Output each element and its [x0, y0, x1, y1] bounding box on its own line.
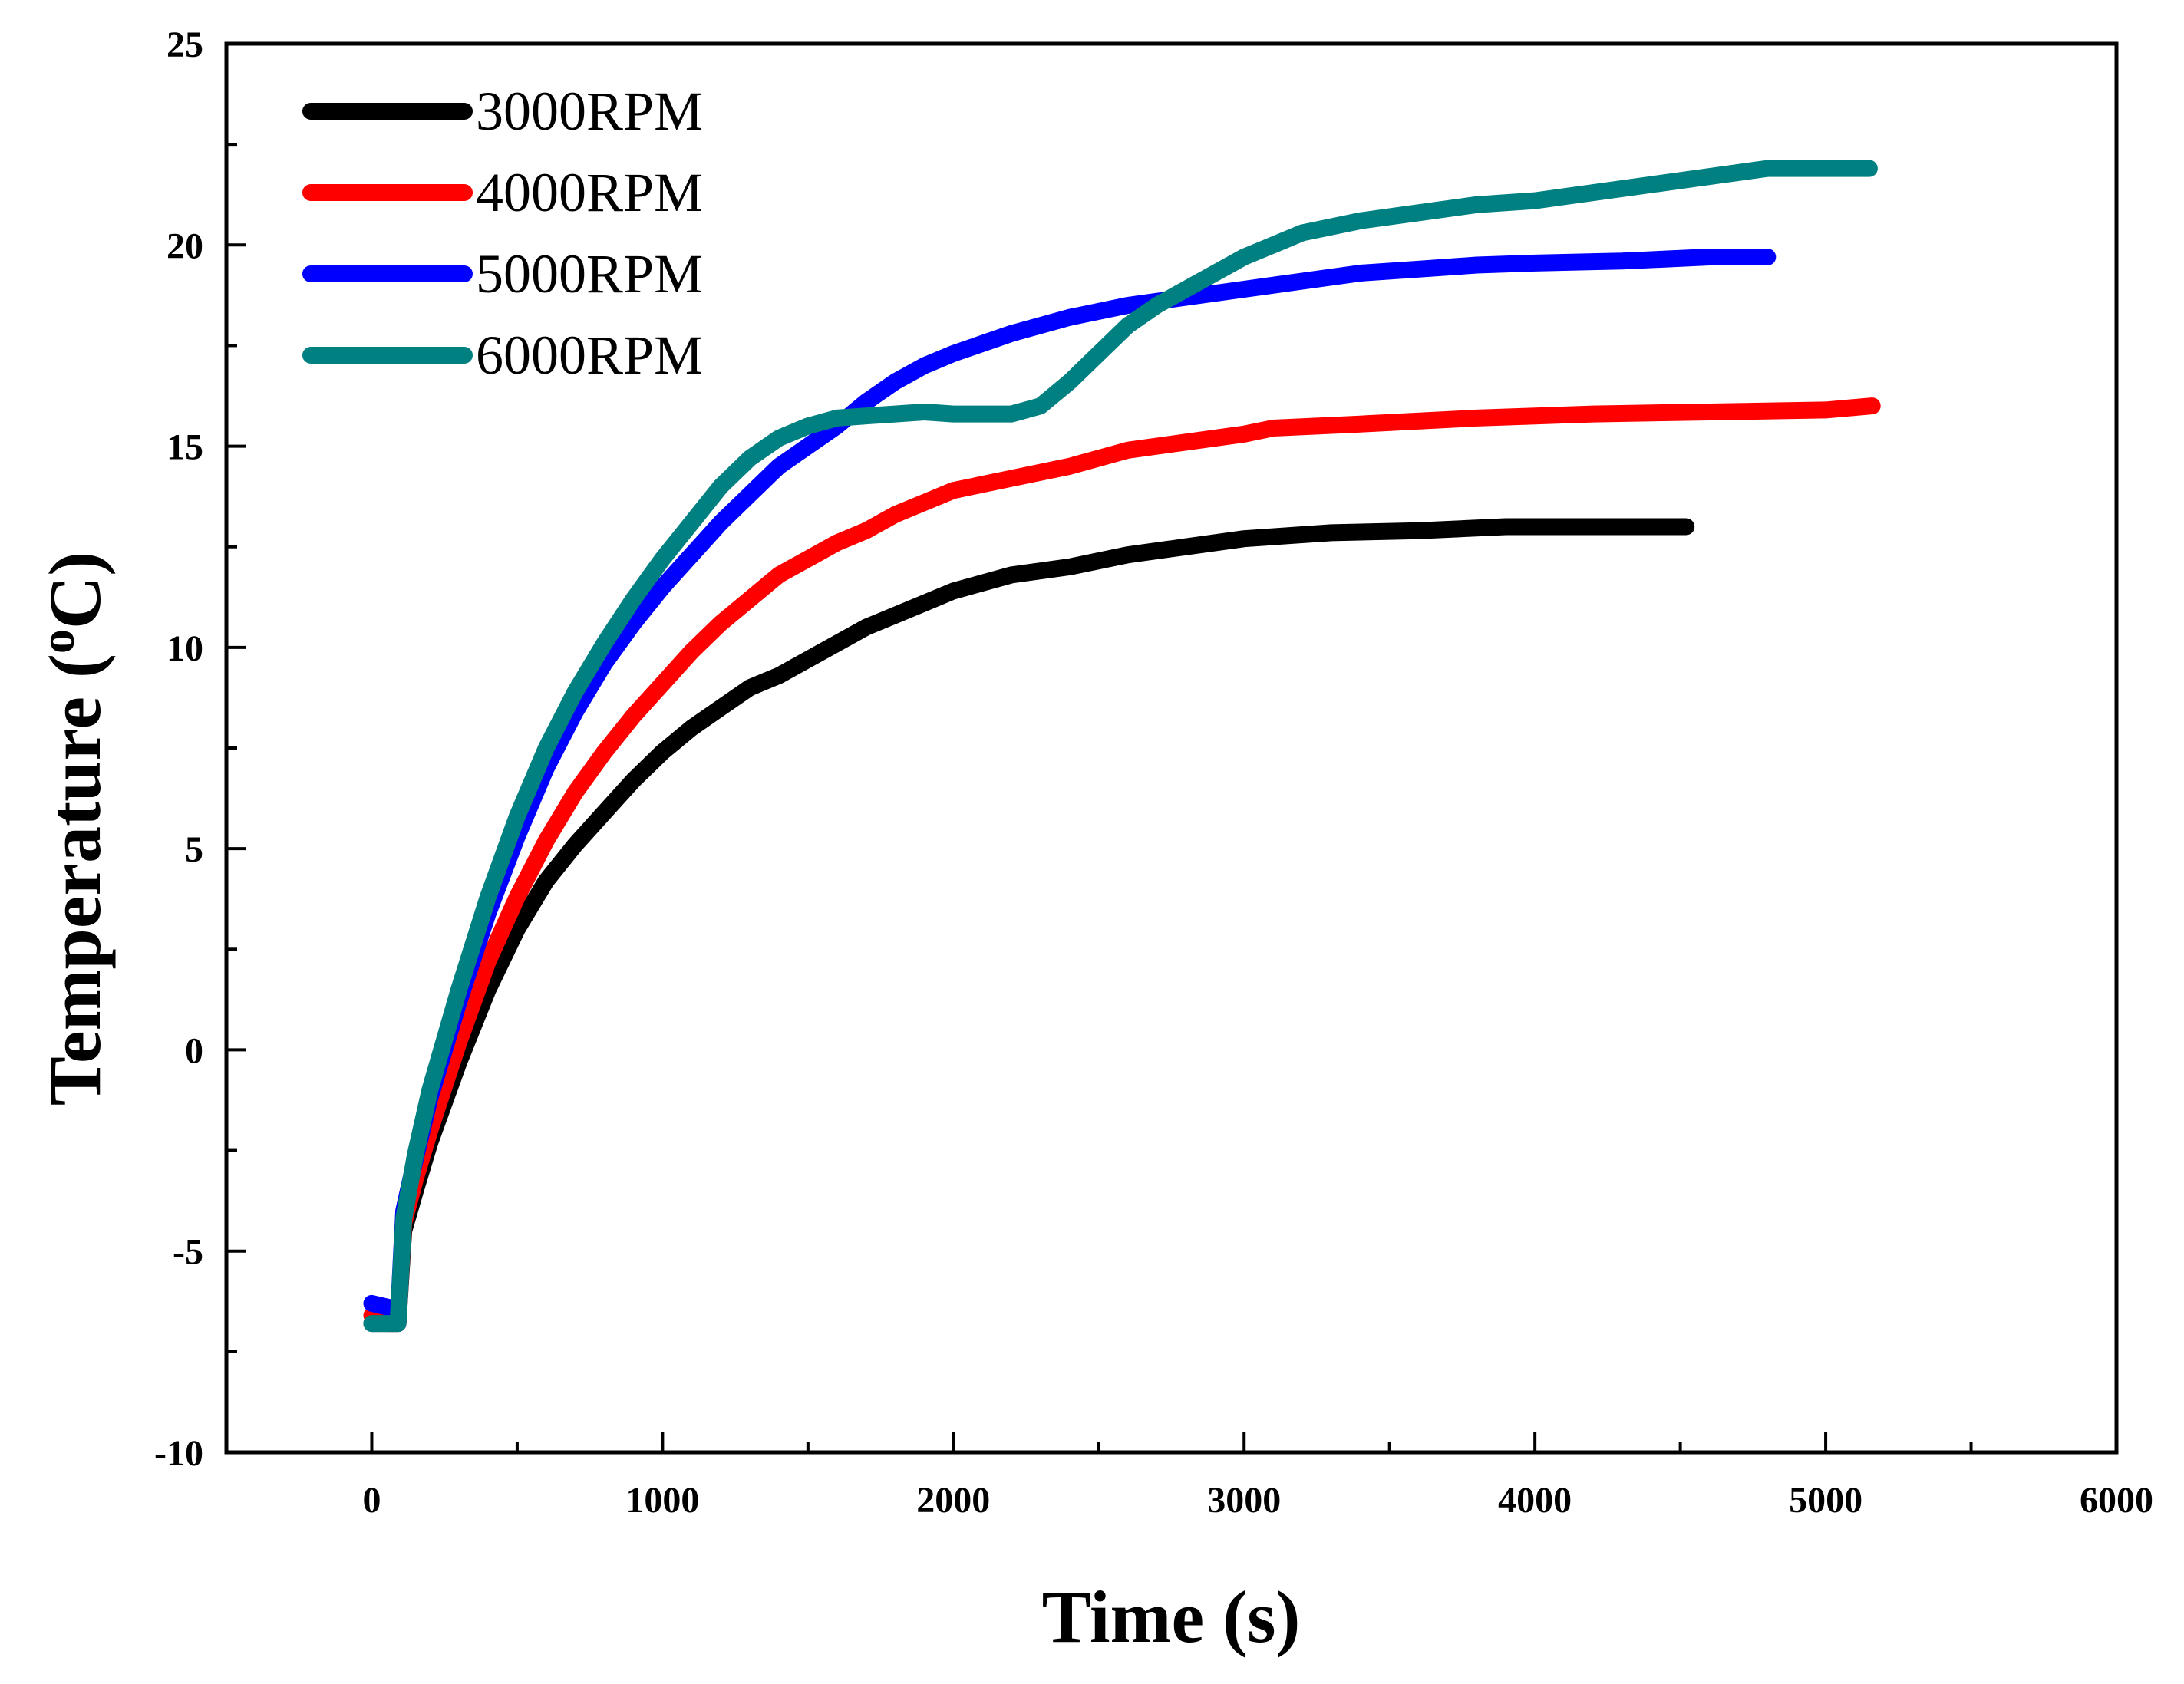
y-tick-label: 5 [185, 829, 203, 870]
axis-ticks [225, 42, 2118, 1454]
y-tick-labels: -10 -5 0 5 10 15 20 25 [154, 25, 203, 1474]
legend: 3000RPM 4000RPM 5000RPM 6000RPM [302, 81, 703, 386]
x-tick-label: 1000 [625, 1480, 699, 1521]
legend-label-3000rpm: 3000RPM [476, 81, 703, 142]
x-tick-label: 4000 [1498, 1480, 1572, 1521]
series-line-4000rpm [363, 397, 1881, 1333]
series-line-3000rpm [363, 518, 1695, 1333]
series-lines [363, 160, 1881, 1333]
x-tick-label: 2000 [916, 1480, 990, 1521]
y-tick-label: -10 [154, 1433, 203, 1474]
x-tick-label: 3000 [1207, 1480, 1281, 1521]
x-tick-label: 0 [362, 1480, 381, 1521]
legend-label-5000rpm: 5000RPM [476, 243, 703, 305]
y-tick-label: 0 [185, 1030, 203, 1071]
x-axis-title: Time (s) [1042, 1576, 1301, 1658]
x-tick-label: 5000 [1789, 1480, 1862, 1521]
y-tick-label: 20 [167, 226, 203, 266]
y-tick-label: 15 [167, 427, 203, 468]
y-tick-label: -5 [173, 1232, 203, 1273]
x-tick-labels: 0 1000 2000 3000 4000 5000 6000 [362, 1480, 2153, 1521]
y-tick-label: 10 [167, 628, 203, 669]
y-tick-label: 25 [167, 25, 203, 65]
y-axis-title: Temperature (oC) [30, 552, 116, 1106]
series-line-6000rpm [363, 160, 1878, 1333]
x-tick-label: 6000 [2080, 1480, 2153, 1521]
legend-label-6000rpm: 6000RPM [476, 325, 703, 386]
legend-label-4000rpm: 4000RPM [476, 162, 703, 223]
